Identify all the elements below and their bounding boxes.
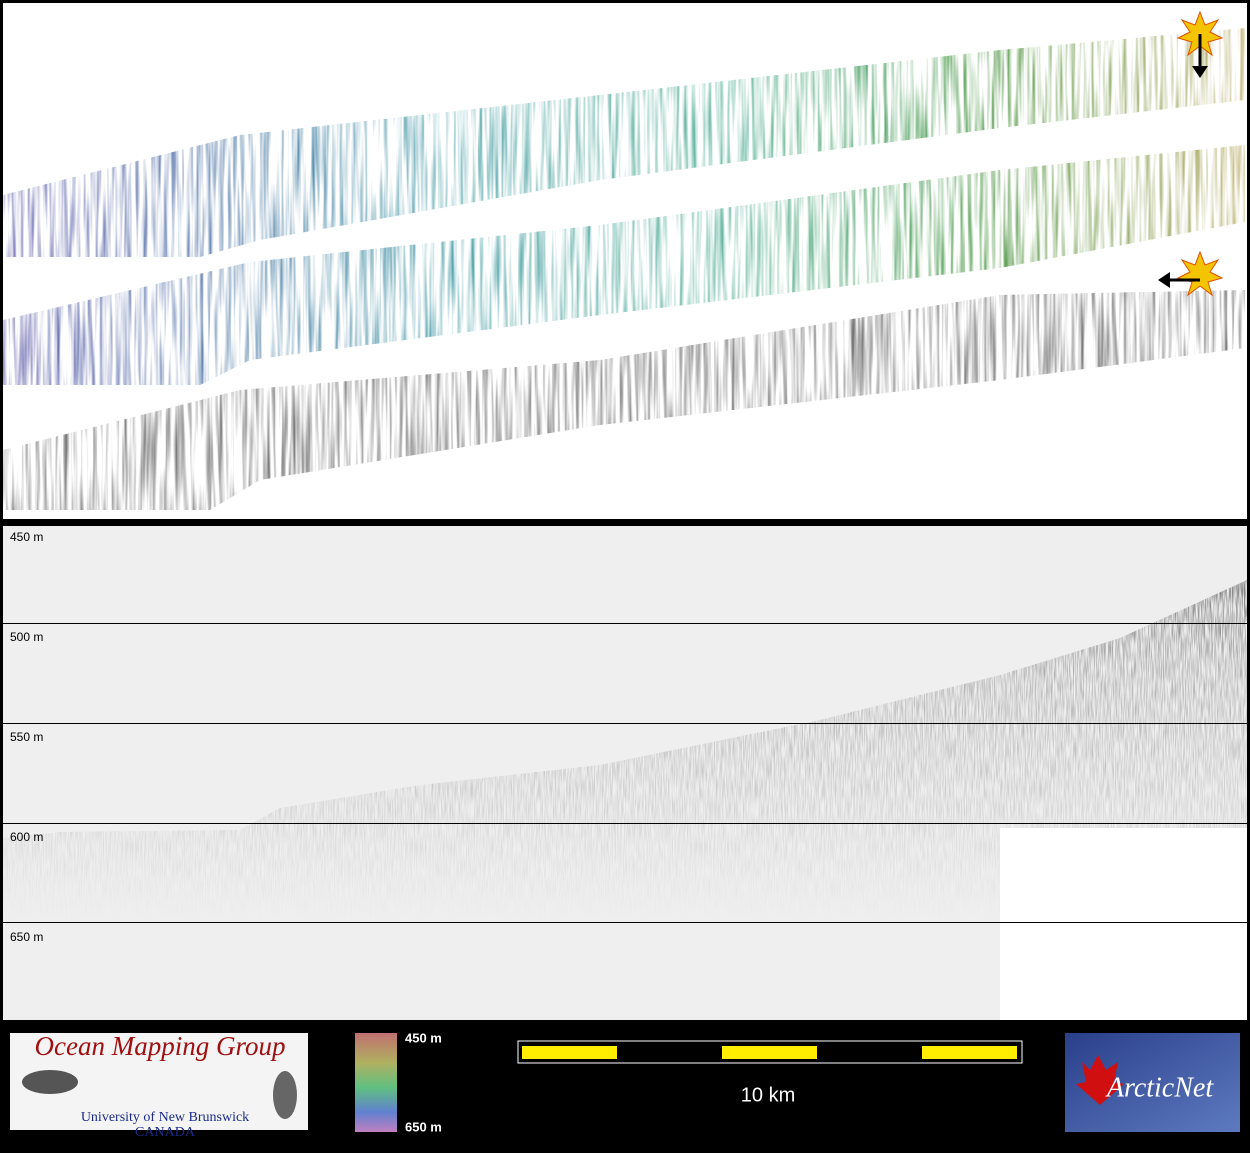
depth-label: 600 m xyxy=(10,830,43,844)
backscatter-band xyxy=(3,290,1245,510)
arcticnet-text: ArcticNet xyxy=(1105,1072,1214,1103)
logo-graphic xyxy=(22,1070,78,1094)
depth-label: 500 m xyxy=(10,630,43,644)
depth-label: 650 m xyxy=(10,930,43,944)
scale-segment xyxy=(722,1046,817,1059)
scale-segment xyxy=(522,1046,617,1059)
swath-bands xyxy=(3,28,1245,510)
logo-country: CANADA xyxy=(135,1125,196,1140)
colorbar-top-label: 450 m xyxy=(405,1030,442,1045)
logo-university: University of New Brunswick xyxy=(81,1110,249,1125)
arrow-head xyxy=(1158,272,1170,288)
logo-title: Ocean Mapping Group xyxy=(35,1031,286,1061)
sun-icons xyxy=(1158,10,1224,297)
seafloor-echo xyxy=(3,580,1247,920)
bathymetry-band xyxy=(3,28,1245,257)
sun-icon xyxy=(1176,250,1224,297)
arrow-head xyxy=(1192,66,1208,78)
depth-label: 450 m xyxy=(10,530,43,544)
colorbar xyxy=(355,1033,397,1132)
depth-lines xyxy=(3,623,1247,923)
depth-label: 550 m xyxy=(10,730,43,744)
depth-labels: 450 m 500 m 550 m 600 m 650 m xyxy=(10,530,43,944)
scale-label: 10 km xyxy=(741,1084,795,1106)
bathymetry-band xyxy=(3,145,1245,385)
maple-leaf xyxy=(1076,1055,1124,1105)
scale-segment xyxy=(922,1046,1017,1059)
logo-graphic xyxy=(273,1071,297,1119)
colorbar-bottom-label: 650 m xyxy=(405,1119,442,1134)
